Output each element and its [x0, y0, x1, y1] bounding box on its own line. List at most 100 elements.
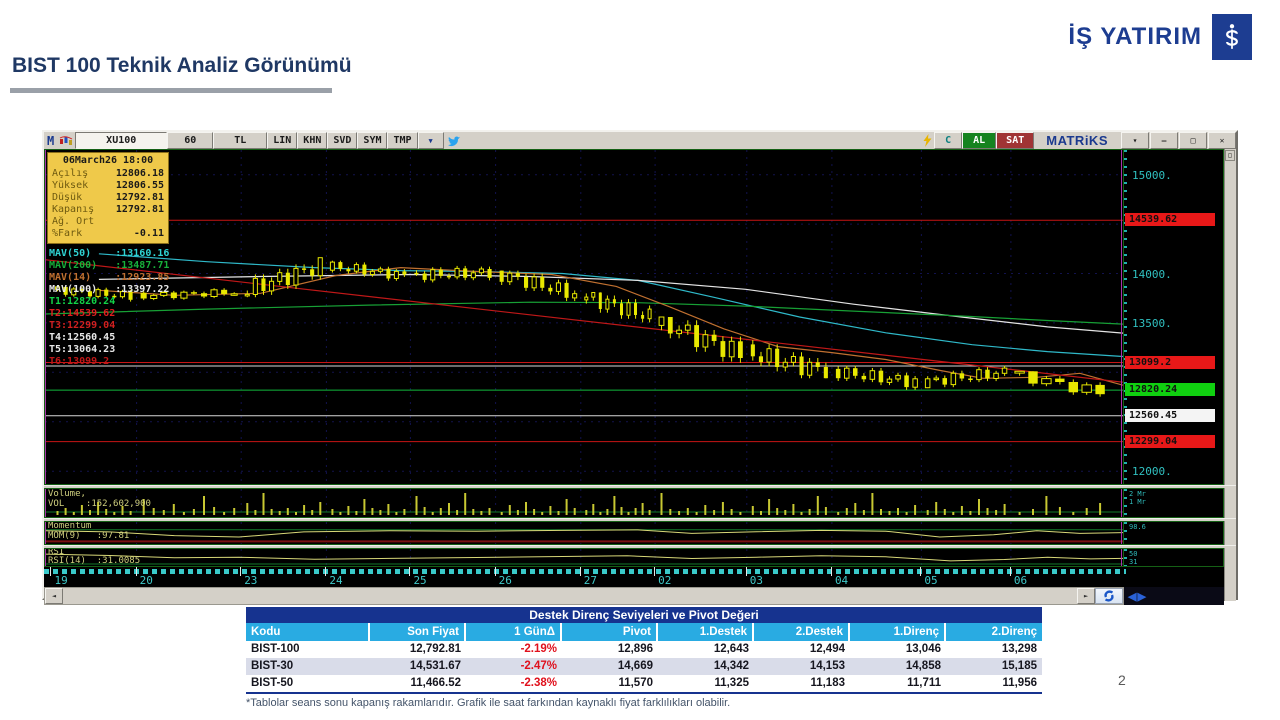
mode-button-svd[interactable]: SVD	[327, 132, 358, 149]
nav-panel: ◀▶	[1124, 587, 1224, 605]
support-resistance-table: Destek Direnç Seviyeleri ve Pivot Değeri…	[246, 607, 1042, 694]
mode-button-tmp[interactable]: TMP	[387, 132, 418, 149]
buy-button[interactable]: AL	[962, 132, 997, 149]
window-dropdown-icon[interactable]: ▾	[1121, 132, 1149, 149]
mode-button-khn[interactable]: KHN	[297, 132, 328, 149]
date-label: 27	[583, 574, 598, 587]
table-cell: 11,183	[810, 677, 845, 689]
chart-window: M XU100 60 TL LIN KHN SVD SYM TMP ▼ C	[42, 130, 1238, 605]
date-label: 25	[413, 574, 427, 587]
date-tick	[830, 567, 832, 576]
date-tick	[50, 567, 52, 576]
period-button[interactable]: 60	[167, 132, 214, 149]
table-header-cell: Son Fiyat	[370, 623, 466, 641]
indicator-label: MAV(14) :12923.85	[49, 272, 170, 283]
refresh-icon[interactable]: C	[934, 132, 963, 149]
info-box-row: Yüksek 12806.55	[52, 180, 164, 191]
price-level-badge: 13099.2	[1125, 355, 1215, 369]
nav-arrows-icon[interactable]: ◀▶	[1128, 590, 1147, 603]
table-cell: BIST-100	[251, 643, 300, 655]
date-tick	[494, 567, 496, 576]
table-cell: 13,298	[1001, 643, 1037, 655]
price-axis-tick: 12000.	[1132, 465, 1172, 479]
date-label: 03	[749, 574, 764, 587]
mode-button-sym[interactable]: SYM	[357, 132, 388, 149]
indicator-label: T3:12299.04	[49, 320, 116, 331]
right-scroll-strip	[1224, 521, 1236, 545]
date-tick	[135, 567, 137, 576]
momentum-pane[interactable]: Momentum MOM(9) :97.81	[44, 521, 1124, 545]
price-axis-tick: 13500.	[1132, 316, 1172, 330]
date-tick	[654, 567, 656, 576]
symbol-input[interactable]: XU100	[75, 132, 168, 149]
date-tick	[579, 567, 581, 576]
date-label: 23	[244, 574, 258, 587]
rsi-pane[interactable]: RSI RSI(14) :31.0085	[44, 548, 1124, 567]
table-cell: 11,956	[1002, 677, 1037, 689]
date-tick	[745, 567, 747, 576]
brand-name: İŞ YATIRIM	[1068, 23, 1202, 50]
price-axis-tick: 14000.	[1132, 267, 1172, 281]
table-title: Destek Direnç Seviyeleri ve Pivot Değeri	[246, 607, 1042, 623]
table-cell: 14,342	[658, 658, 754, 675]
page-number: 2	[1118, 672, 1126, 688]
info-box-row: %Fark -0.11	[52, 228, 164, 239]
indicator-label: T5:13064.23	[49, 344, 116, 355]
momentum-axis: 98.6	[1124, 521, 1224, 545]
pane-splitter[interactable]	[44, 545, 1236, 548]
right-scroll-strip[interactable]: □	[1224, 149, 1236, 485]
table-header-cell: Pivot	[562, 623, 658, 641]
twitter-icon[interactable]	[444, 132, 464, 149]
indicator-label: T1:12820.24	[49, 296, 116, 307]
pane-splitter[interactable]	[44, 518, 1236, 521]
scroll-right-icon[interactable]: ►	[1077, 588, 1095, 604]
scrollbar-row: ◄ ► ◀▶	[44, 587, 1236, 605]
pane-splitter[interactable]	[44, 485, 1236, 488]
volume-pane[interactable]: Volume, VOL :152,602,900	[44, 488, 1124, 518]
table-cell: 13,046	[905, 643, 941, 655]
table-cell: -2.47%	[466, 658, 562, 675]
ohlc-info-box: 06March26 18:00 Açılış 12806.18 Yüksek 1280…	[47, 152, 169, 244]
resize-grip[interactable]	[1224, 587, 1236, 601]
indicator-label: T6:13099.2	[49, 356, 110, 367]
minimize-icon[interactable]: –	[1150, 132, 1178, 149]
volume-axis-labels: 2 Mr 1 Mr	[1129, 490, 1146, 506]
rsi-axis-labels: 50 31	[1129, 550, 1138, 566]
table-cell: 11,466.52	[410, 677, 461, 689]
is-yatirim-logo-icon	[1212, 14, 1252, 60]
maximize-icon[interactable]: □	[1179, 132, 1207, 149]
date-label: 02	[658, 574, 672, 587]
momentum-axis-labels: 98.6	[1129, 523, 1146, 531]
price-level-badge: 12820.24	[1125, 383, 1215, 397]
matriks-m-logo: M	[47, 133, 55, 148]
horizontal-scrollbar[interactable]: ◄ ►	[44, 587, 1124, 605]
matriks-swirl-icon[interactable]	[1095, 588, 1123, 604]
indicator-label: T4:12560.45	[49, 332, 116, 343]
sell-button[interactable]: SAT	[996, 132, 1035, 149]
pane-maximize-icon[interactable]: □	[1225, 150, 1235, 161]
volume-axis: 2 Mr 1 Mr	[1124, 488, 1224, 518]
chevron-down-icon[interactable]: ▼	[417, 132, 444, 149]
table-header-cell: 2.Direnç	[946, 623, 1042, 641]
price-axis-tick: 15000.	[1132, 168, 1172, 182]
table-cell: 11,570	[618, 677, 653, 689]
mode-button-lin[interactable]: LIN	[267, 132, 298, 149]
price-level-badge: 12560.45	[1125, 408, 1215, 422]
price-level-badge: 14539.62	[1125, 213, 1215, 227]
table-cell: 12,643	[713, 643, 749, 655]
date-label: 06	[1013, 574, 1028, 587]
table-cell: BIST-50	[251, 677, 294, 689]
date-label: 26	[498, 574, 512, 587]
table-cell: 14,858	[850, 658, 946, 675]
price-chart-pane[interactable]: 06March26 18:00 Açılış 12806.18 Yüksek 1280…	[44, 149, 1124, 485]
lightning-icon[interactable]	[921, 132, 934, 149]
scroll-left-icon[interactable]: ◄	[45, 588, 63, 604]
date-label: 20	[139, 574, 153, 587]
table-cell: 14,531.67	[370, 658, 466, 675]
date-tick	[920, 567, 922, 576]
price-axis: 15000. 14000. 13500. 12000. 14539.62 13099.2 1…	[1124, 149, 1224, 485]
indicator-labels: MAV(50) :13160.16 MAV(200) :13487.71 MAV(1…	[49, 248, 169, 368]
currency-button[interactable]: TL	[213, 132, 268, 149]
close-icon[interactable]: ✕	[1208, 132, 1236, 149]
